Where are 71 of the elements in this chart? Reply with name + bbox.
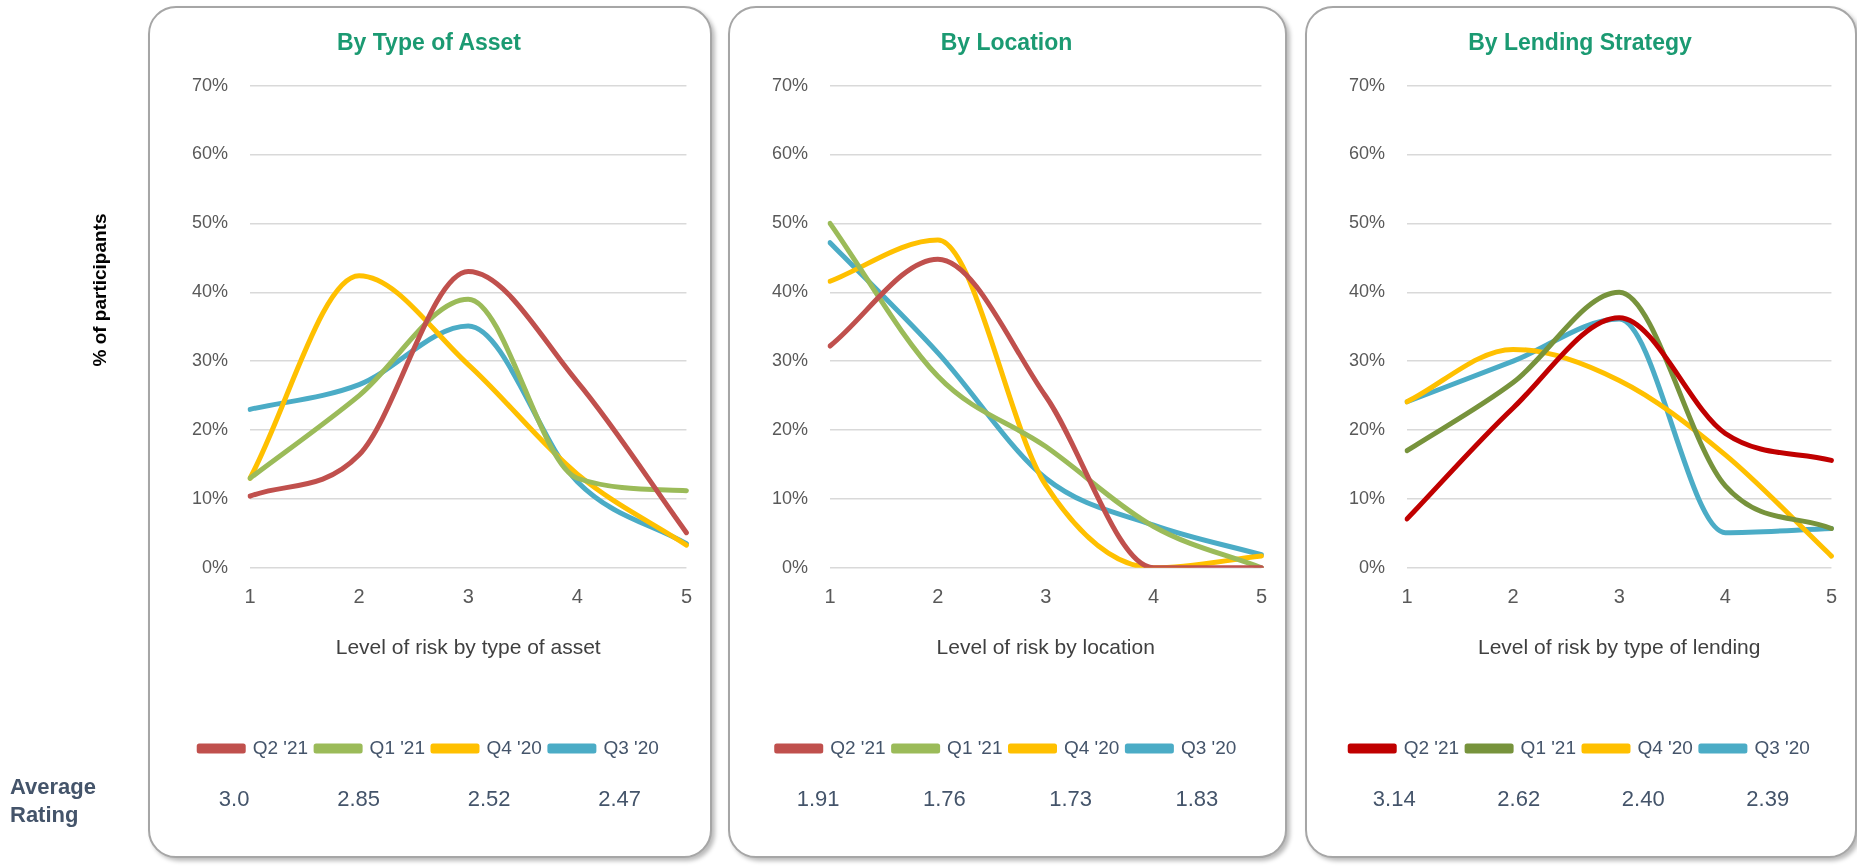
y-tick-label: 60% — [772, 143, 809, 164]
text: 3.14 — [1372, 786, 1416, 812]
text: 2.52 — [467, 786, 511, 812]
text: 1.83 — [1175, 786, 1219, 812]
y-tick-label: 50% — [192, 212, 229, 233]
chart-title: By Type of Asset — [336, 29, 522, 56]
y-tick-label: 20% — [772, 419, 809, 439]
legend-label: Q3 '20 — [603, 736, 659, 758]
y-tick-label: 0% — [1359, 556, 1386, 577]
x-tick-label: 5 — [680, 585, 692, 608]
x-tick-label: 5 — [1255, 585, 1267, 608]
y-tick-label: 50% — [1349, 212, 1386, 233]
x-tick-label: 1 — [824, 585, 836, 608]
y-tick-label: 70% — [772, 74, 809, 95]
x-tick-label: 2 — [1507, 585, 1519, 608]
legend-label: Q1 '21 — [947, 736, 1003, 758]
text: 2.62 — [1497, 786, 1541, 812]
x-tick-label: 5 — [1825, 585, 1837, 608]
x-axis-title: Level of risk by type of lending — [1477, 635, 1761, 659]
y-tick-label: 40% — [1349, 281, 1386, 302]
x-tick-label: 3 — [1613, 585, 1625, 608]
legend-label: Q2 '21 — [252, 736, 309, 758]
x-tick-label: 1 — [244, 585, 256, 608]
x-tick-label: 2 — [932, 585, 944, 608]
legend-label: Q2 '21 — [830, 736, 886, 758]
y-tick-label: 0% — [202, 556, 229, 577]
text: 1.91 — [796, 786, 840, 812]
text: 2.40 — [1621, 786, 1665, 812]
legend-label: Q3 '20 — [1180, 736, 1237, 758]
text: 2.39 — [1746, 786, 1790, 812]
chart-title: By Lending Strategy — [1468, 29, 1693, 56]
x-tick-label: 1 — [1401, 585, 1413, 608]
y-tick-label: 30% — [772, 350, 809, 371]
x-axis-title: Level of risk by location — [936, 635, 1155, 659]
legend-label: Q4 '20 — [1064, 736, 1120, 758]
x-tick-label: 2 — [353, 585, 365, 608]
y-tick-label: 20% — [1349, 419, 1386, 439]
x-tick-label: 4 — [1148, 585, 1160, 608]
y-axis-title: % of participants — [89, 213, 111, 367]
x-tick-label: 4 — [1719, 585, 1731, 608]
text: 3.0 — [218, 786, 250, 812]
y-tick-label: 50% — [772, 212, 809, 233]
legend-label: Q4 '20 — [1637, 736, 1693, 758]
y-tick-label: 30% — [1349, 350, 1386, 371]
legend-label: Q1 '21 — [1520, 736, 1576, 758]
y-tick-label: 60% — [1349, 143, 1386, 164]
text: 1.76 — [922, 786, 966, 812]
x-tick-label: 4 — [571, 585, 583, 608]
text: 2.47 — [598, 786, 642, 812]
y-tick-label: 70% — [1349, 74, 1386, 95]
y-tick-label: 10% — [772, 487, 809, 508]
y-tick-label: 60% — [192, 143, 229, 164]
legend-label: Q1 '21 — [369, 736, 425, 758]
y-tick-label: 40% — [192, 281, 229, 302]
x-tick-label: 3 — [462, 585, 474, 608]
text: 1.73 — [1049, 786, 1093, 812]
legend-label: Q3 '20 — [1754, 736, 1810, 758]
y-tick-label: 30% — [192, 350, 229, 371]
text: Average Rating — [10, 773, 97, 829]
x-tick-label: 3 — [1040, 585, 1052, 608]
legend-label: Q4 '20 — [486, 736, 542, 758]
text: 2.85 — [337, 786, 380, 812]
y-tick-label: 0% — [782, 556, 809, 577]
y-tick-label: 40% — [772, 281, 809, 302]
legend-label: Q2 '21 — [1403, 736, 1460, 758]
y-tick-label: 10% — [1349, 487, 1386, 508]
y-tick-label: 20% — [192, 419, 229, 439]
x-axis-title: Level of risk by type of asset — [335, 635, 601, 659]
chart-title: By Location — [940, 29, 1073, 56]
y-tick-label: 70% — [192, 74, 229, 95]
y-tick-label: 10% — [192, 487, 229, 508]
